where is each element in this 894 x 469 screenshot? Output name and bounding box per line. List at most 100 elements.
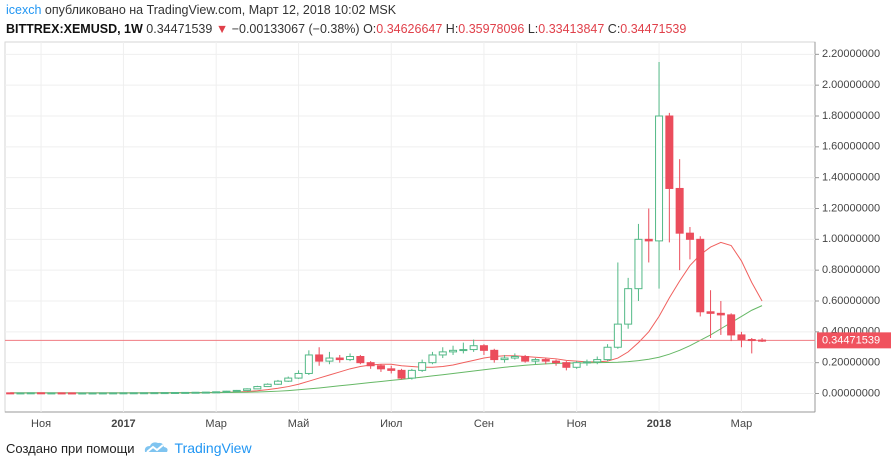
candle-body bbox=[438, 351, 447, 356]
moving-average bbox=[10, 241, 763, 394]
ohlc-label: C: bbox=[607, 22, 621, 36]
published-text: опубликовано на TradingView.com, Март 12… bbox=[44, 3, 397, 17]
brand[interactable]: TradingView bbox=[174, 440, 252, 456]
candle-body bbox=[397, 369, 406, 379]
candle-body bbox=[758, 339, 767, 342]
candle-body bbox=[170, 391, 179, 394]
candle-body bbox=[253, 386, 262, 390]
candle-body bbox=[479, 345, 488, 351]
candle-body bbox=[510, 356, 519, 359]
candle-body bbox=[294, 372, 303, 379]
candle-body bbox=[531, 359, 540, 362]
ohlc-label: O: bbox=[363, 22, 377, 36]
y-tick-label: 2.20000000 bbox=[822, 48, 880, 60]
ohlc-open: O:0.34626647 bbox=[363, 22, 442, 36]
candle-body bbox=[449, 349, 458, 353]
moving-average bbox=[10, 305, 763, 394]
candle-body bbox=[67, 392, 76, 395]
header-line-2: BITTREX:XEMUSD, 1W 0.34471539 ▼ −0.00133… bbox=[6, 22, 686, 36]
candle-body bbox=[243, 388, 252, 391]
candle-body bbox=[603, 346, 612, 361]
candle-body bbox=[376, 365, 385, 370]
change: −0.00133067 (−0.38%) bbox=[231, 22, 360, 36]
ohlc-value: 0.34471539 bbox=[620, 22, 687, 36]
last-value: 0.34471539 bbox=[146, 22, 213, 36]
candle-body bbox=[88, 392, 97, 395]
candle-body bbox=[47, 392, 56, 395]
header-line-1: icexch опубликовано на TradingView.com, … bbox=[6, 3, 396, 17]
candle-body bbox=[593, 359, 602, 363]
ohlc-close: C:0.34471539 bbox=[608, 22, 687, 36]
x-tick-label: Мар bbox=[731, 418, 753, 430]
y-tick-label: 2.00000000 bbox=[822, 79, 880, 91]
y-tick-label: 1.00000000 bbox=[822, 233, 880, 245]
x-tick-label: 2018 bbox=[647, 418, 671, 430]
candle-body bbox=[727, 314, 736, 336]
candle-body bbox=[78, 392, 87, 395]
candle-body bbox=[37, 392, 46, 395]
candle-body bbox=[500, 357, 509, 361]
candle-body bbox=[418, 362, 427, 371]
candle-body bbox=[552, 360, 561, 364]
candle-body bbox=[191, 391, 200, 394]
candle-body bbox=[212, 391, 221, 394]
chart: 0.000000000.200000000.400000000.60000000… bbox=[4, 41, 891, 430]
candle-body bbox=[222, 390, 231, 393]
ohlc-label: H: bbox=[445, 22, 459, 36]
x-tick-label: 2017 bbox=[111, 418, 135, 430]
candle-body bbox=[140, 392, 149, 395]
candle-body bbox=[201, 391, 210, 394]
candle-body bbox=[119, 392, 128, 395]
x-tick-label: Мар bbox=[205, 418, 227, 430]
candle-body bbox=[469, 345, 478, 351]
x-tick-label: Май bbox=[288, 418, 310, 430]
ohlc-value: 0.35978096 bbox=[458, 22, 525, 36]
ohlc-value: 0.33413847 bbox=[538, 22, 605, 36]
candle-body bbox=[747, 339, 756, 342]
candle-body bbox=[366, 362, 375, 367]
candle-body bbox=[521, 356, 530, 362]
candle-body bbox=[315, 354, 324, 362]
down-arrow: ▼ bbox=[215, 22, 229, 36]
y-tick-label: 1.80000000 bbox=[822, 110, 880, 122]
ohlc-low: L:0.33413847 bbox=[528, 22, 604, 36]
publisher[interactable]: icexch bbox=[6, 3, 42, 17]
ohlc-value: 0.34626647 bbox=[376, 22, 443, 36]
candle-body bbox=[428, 354, 437, 364]
candle-body bbox=[304, 354, 313, 374]
candle-body bbox=[541, 359, 550, 362]
candle-body bbox=[325, 357, 334, 362]
candle-body bbox=[273, 380, 282, 385]
candle-body bbox=[696, 238, 705, 313]
candle-body bbox=[572, 362, 581, 368]
ohlc-label: L: bbox=[527, 22, 539, 36]
last-price-tag bbox=[817, 332, 891, 349]
candle-body bbox=[407, 369, 416, 379]
y-tick-label: 0.60000000 bbox=[822, 295, 880, 307]
x-tick-label: Июл bbox=[380, 418, 402, 430]
candle-body bbox=[98, 392, 107, 395]
candle-body bbox=[716, 312, 725, 316]
candle-body bbox=[490, 349, 499, 361]
brand-logo[interactable] bbox=[143, 440, 169, 456]
candle-body bbox=[129, 392, 138, 395]
last-price-label: 0.34471539 bbox=[822, 334, 880, 346]
candle-body bbox=[613, 323, 622, 348]
candle-body bbox=[109, 392, 118, 395]
candle-body bbox=[459, 349, 468, 352]
candle-body bbox=[6, 392, 15, 395]
candle-body bbox=[624, 288, 633, 325]
y-tick-label: 1.40000000 bbox=[822, 172, 880, 184]
candle-body bbox=[346, 356, 355, 361]
x-tick-label: Сен bbox=[474, 418, 494, 430]
candle-body bbox=[644, 238, 653, 242]
y-tick-label: 1.60000000 bbox=[822, 141, 880, 153]
x-tick-label: Ноя bbox=[31, 418, 51, 430]
candle-body bbox=[263, 383, 272, 388]
candle-body bbox=[655, 115, 664, 242]
candle-body bbox=[284, 377, 293, 382]
candle-body bbox=[685, 232, 694, 240]
candle-body bbox=[160, 392, 169, 395]
candle-body bbox=[675, 187, 684, 234]
